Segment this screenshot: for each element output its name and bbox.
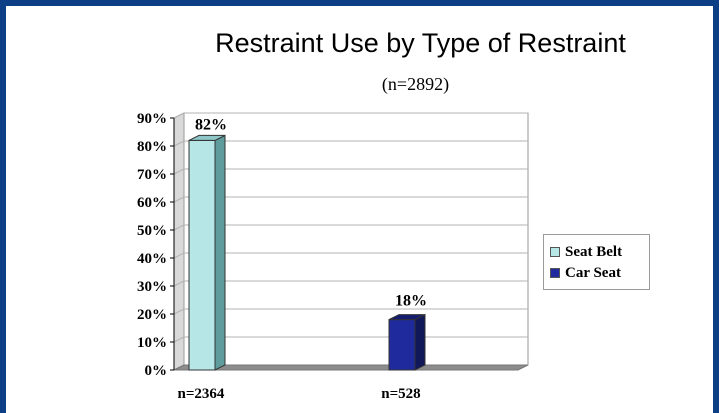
gridline-side — [173, 196, 185, 203]
y-tick-label: 80% — [137, 139, 167, 155]
legend-item-car-seat: Car Seat — [550, 264, 621, 282]
legend-label-seat-belt: Seat Belt — [565, 243, 623, 260]
legend-item-seat-belt: Seat Belt — [550, 243, 622, 261]
chart-subtitle: (n=2892) — [381, 74, 450, 94]
bar-top — [188, 134, 226, 141]
y-tick-label: 40% — [137, 251, 167, 267]
y-tick-label: 60% — [137, 195, 167, 211]
data-label: 18% — [395, 293, 427, 310]
x-tick-label: n=528 — [381, 386, 420, 402]
bar-top — [388, 314, 426, 321]
plot-back-wall — [183, 112, 529, 366]
legend-swatch-car-seat — [550, 268, 560, 278]
chart-legend: Seat Belt Car Seat — [543, 234, 650, 290]
x-tick-label: n=2364 — [178, 386, 225, 402]
legend-label-car-seat: Car Seat — [565, 264, 621, 281]
y-tick-label: 30% — [137, 279, 167, 295]
y-tick-label: 20% — [137, 307, 167, 323]
bar-chart: 0% 10% 20% 30% 40% 50% 60% 70% 80% 90% 82% n=2364 18… — [137, 111, 529, 402]
plot-side-wall — [173, 112, 185, 371]
y-tick-label: 0% — [145, 363, 168, 379]
gridline-side — [173, 280, 185, 287]
gridline-side — [173, 140, 185, 147]
y-tick-label: 50% — [137, 223, 167, 239]
bar-side — [414, 313, 426, 371]
legend-swatch-seat-belt — [550, 247, 560, 257]
gridline-side — [173, 336, 185, 343]
bar-side — [214, 134, 226, 371]
gridline-side — [173, 252, 185, 259]
gridline-side — [173, 308, 185, 315]
data-label: 82% — [195, 116, 227, 133]
y-tick-label: 70% — [137, 167, 167, 183]
y-tick-label: 90% — [137, 111, 167, 127]
gridline-side — [173, 112, 185, 119]
y-tick-label: 10% — [137, 335, 167, 351]
plot-floor — [173, 364, 529, 371]
gridline-side — [173, 224, 185, 231]
bar — [188, 139, 216, 371]
gridline-side — [173, 168, 185, 175]
bar — [388, 319, 416, 371]
chart-title: Restraint Use by Type of Restraint — [215, 28, 626, 58]
